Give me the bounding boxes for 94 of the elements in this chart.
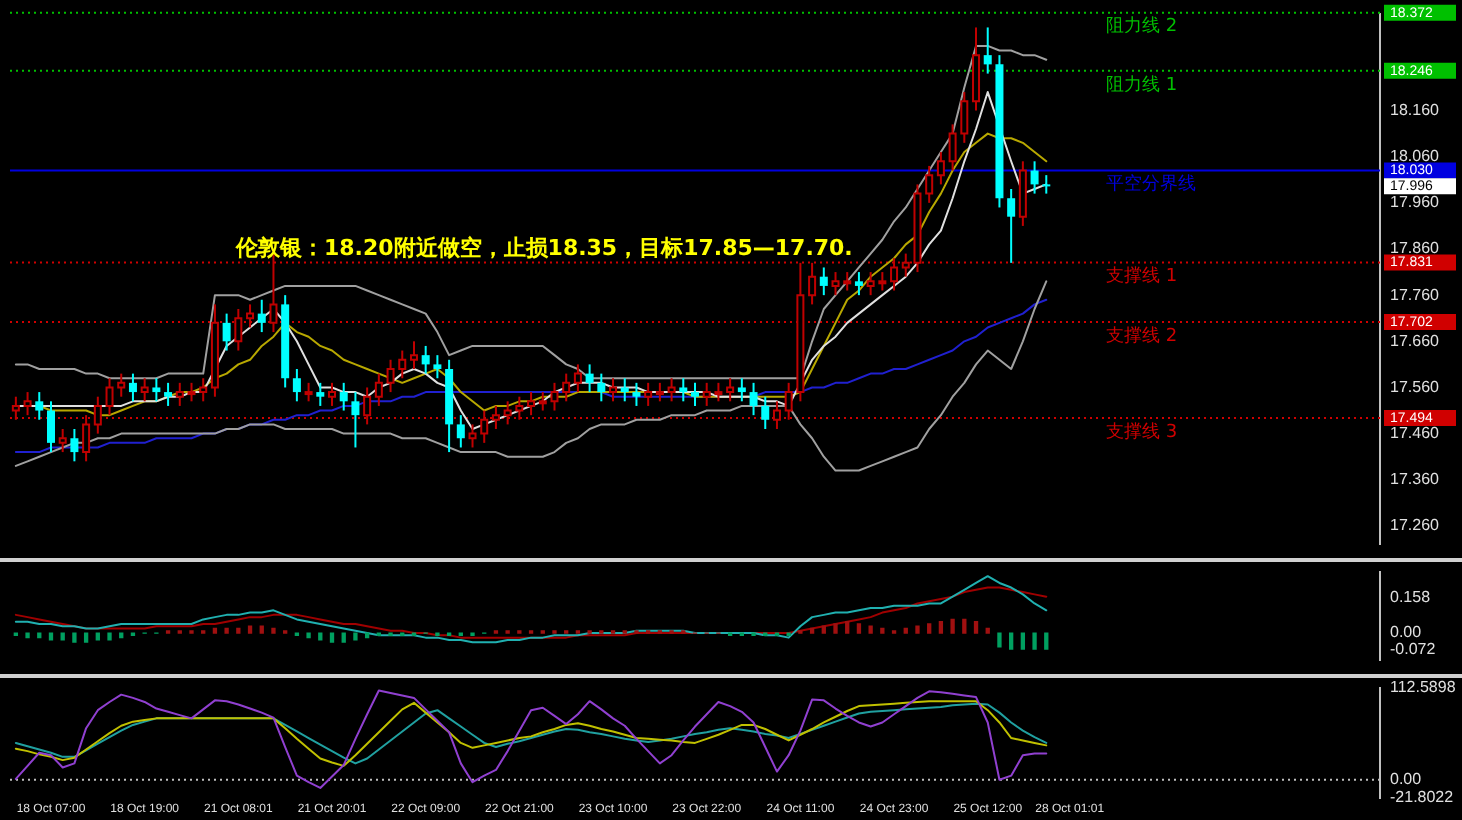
y-tick-label: 0.00: [1390, 770, 1423, 789]
candlestick: [585, 363, 594, 394]
bar: [306, 632, 311, 639]
candlestick: [691, 381, 699, 407]
y-tick-label: 0.00: [1390, 623, 1423, 642]
candlestick: [749, 381, 758, 417]
bar: [83, 632, 89, 643]
candlestick: [164, 381, 173, 407]
bar: [364, 632, 370, 639]
bar: [48, 632, 54, 641]
y-tick-label: -0.072: [1390, 639, 1437, 658]
candlestick: [632, 381, 641, 407]
candlestick: [1007, 188, 1016, 264]
bar: [833, 623, 838, 634]
candlestick: [1030, 160, 1039, 195]
bar: [72, 632, 77, 643]
ref-line-label: 阻力线 2: [1106, 15, 1178, 38]
ref-line-label: 阻力线 1: [1106, 73, 1178, 96]
y-tick-label: -21.8022: [1390, 788, 1455, 807]
y-tick-label: 17.260: [1390, 516, 1441, 535]
annotation: 伦敦银：18.20附近做空，止损18.35，目标17.85—17.70.: [234, 235, 853, 262]
candlestick: [316, 381, 325, 407]
y-tick-label: 17.460: [1390, 424, 1441, 443]
candlestick: [597, 372, 606, 403]
bar: [247, 625, 253, 634]
bar: [821, 625, 826, 634]
bar: [107, 632, 112, 641]
bar: [341, 632, 346, 643]
bar: [938, 621, 944, 634]
candlestick: [433, 354, 442, 380]
candlestick: [152, 377, 161, 403]
candlestick: [292, 368, 301, 403]
bar: [868, 625, 873, 634]
bar: [915, 625, 920, 634]
bar: [985, 627, 990, 634]
bar: [37, 632, 42, 639]
candlestick: [35, 391, 44, 421]
bar: [318, 632, 323, 641]
ref-line-label: 支撑线 2: [1106, 324, 1178, 347]
bar: [224, 627, 229, 634]
bar: [353, 632, 358, 641]
candlestick: [421, 344, 430, 375]
bar: [329, 632, 335, 643]
bar: [950, 618, 955, 634]
bar: [1020, 632, 1026, 650]
bar: [236, 627, 241, 634]
y-tick-label: 17.860: [1390, 239, 1441, 258]
ref-line-label: 支撑线 1: [1106, 265, 1178, 288]
bar: [903, 627, 908, 634]
candlestick: [70, 428, 79, 463]
bar: [271, 627, 276, 634]
bar: [212, 627, 218, 634]
candlestick: [222, 312, 231, 352]
bar: [1032, 632, 1037, 650]
candlestick: [46, 400, 55, 454]
ref-line-label: 平空分界线: [1106, 173, 1196, 196]
bar: [1044, 632, 1049, 650]
bar: [973, 621, 979, 634]
y-tick-label: 17.960: [1390, 193, 1441, 212]
candlestick: [679, 377, 688, 403]
candlestick: [983, 26, 992, 75]
y-tick-label: 17.660: [1390, 331, 1441, 350]
candlestick: [1042, 174, 1051, 195]
bar: [95, 632, 100, 641]
bar: [119, 632, 124, 639]
candlestick: [854, 271, 863, 297]
bar: [845, 621, 850, 634]
candlestick: [257, 298, 266, 334]
y-tick-label: 17.560: [1390, 377, 1441, 396]
bar: [259, 625, 264, 634]
candlestick: [620, 377, 629, 403]
y-tick-label: 18.160: [1390, 100, 1441, 119]
candlestick: [819, 266, 828, 297]
candlestick: [737, 377, 746, 403]
bar: [880, 627, 885, 634]
candlestick: [351, 391, 360, 449]
candlestick: [761, 395, 770, 431]
candlestick: [339, 381, 348, 412]
y-tick-label: 0.158: [1390, 587, 1432, 606]
y-tick-label: 18.060: [1390, 147, 1441, 166]
bar: [809, 627, 815, 634]
bar: [60, 632, 65, 641]
ref-line-label: 支撑线 3: [1106, 420, 1178, 443]
bar: [25, 632, 30, 639]
y-tick-label: 112.5898: [1390, 678, 1457, 697]
y-tick-label: 17.760: [1390, 285, 1441, 304]
y-tick-label: 17.360: [1390, 470, 1441, 489]
bar: [856, 623, 862, 634]
bar: [927, 623, 932, 634]
candlestick: [456, 414, 465, 449]
bar: [997, 632, 1002, 648]
bar: [962, 618, 967, 634]
bar: [1008, 632, 1014, 650]
candlestick: [128, 372, 137, 403]
